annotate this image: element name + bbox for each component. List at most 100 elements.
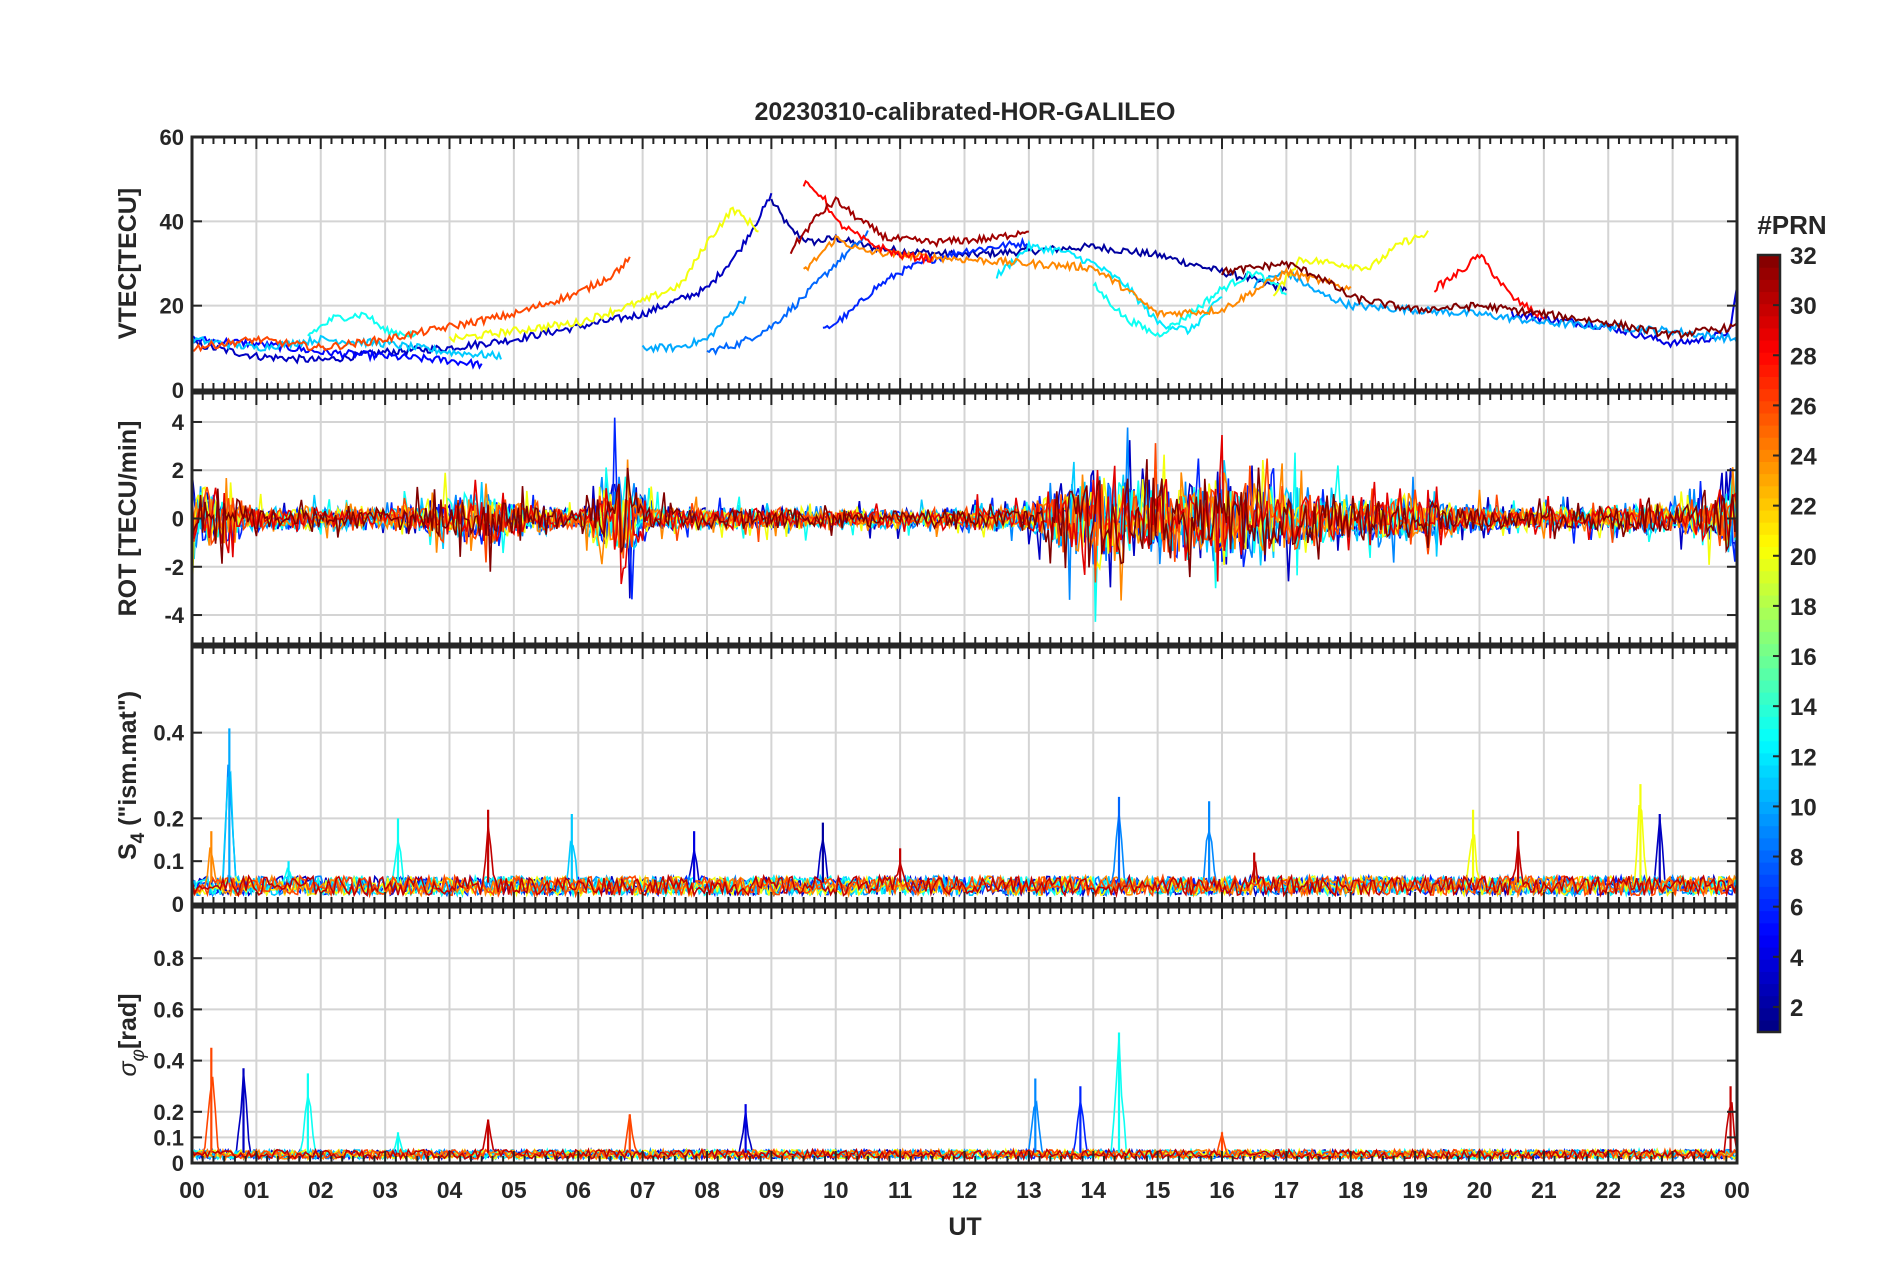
colorbar-tick-label: 8: [1790, 845, 1803, 872]
colorbar-step: [1758, 704, 1780, 717]
colorbar-step: [1758, 825, 1780, 839]
x-tick-label: 01: [244, 1177, 270, 1203]
x-tick-label: 22: [1595, 1177, 1621, 1203]
colorbar-tick-label: 18: [1790, 594, 1817, 621]
x-tick-label: 19: [1402, 1177, 1428, 1203]
ylabel-sub: 4: [128, 832, 149, 843]
colorbar-step: [1758, 971, 1780, 985]
colorbar-step: [1758, 437, 1780, 450]
colorbar-step: [1758, 267, 1780, 280]
chart-title: 20230310-calibrated-HOR-GALILEO: [755, 98, 1176, 126]
colorbar-step: [1758, 449, 1780, 462]
ylabel-main: S: [114, 843, 142, 860]
colorbar-step: [1758, 570, 1780, 584]
colorbar-tick-label: 12: [1790, 744, 1817, 771]
x-ticks-sigma: [201, 907, 1728, 1163]
y-tick-label: 0: [172, 507, 184, 532]
colorbar-step: [1758, 461, 1780, 475]
colorbar-step: [1758, 983, 1780, 997]
vtec-series-prn-28: [1433, 253, 1545, 320]
colorbar-step: [1758, 1007, 1780, 1021]
y-tick-label: -4: [164, 603, 184, 628]
colorbar-step: [1758, 255, 1780, 268]
y-tick-label: 0: [172, 378, 184, 403]
colorbar-step: [1758, 485, 1780, 499]
colorbar-step: [1758, 607, 1780, 620]
vtec-series-prn-20: [448, 206, 759, 344]
x-tick-label: 06: [565, 1177, 591, 1203]
x-tick-label: 16: [1209, 1177, 1235, 1203]
colorbar-step: [1758, 995, 1780, 1009]
y-tick-label: 0: [172, 892, 184, 917]
colorbar-step: [1758, 679, 1780, 693]
x-ticks-vtec: [201, 137, 1728, 390]
x-ticks-rot: [201, 393, 1728, 644]
vtec-series-prn-4: [1510, 286, 1737, 349]
colorbar-step: [1758, 473, 1780, 487]
x-tick-label: 18: [1338, 1177, 1364, 1203]
colorbar-step: [1758, 582, 1780, 596]
x-tick-label: 04: [437, 1177, 463, 1203]
colorbar-step: [1758, 522, 1780, 535]
data-vtec: [192, 179, 1737, 370]
colorbar-step: [1758, 813, 1780, 827]
rot-series-prn-11: [192, 428, 1737, 566]
grid-sigma: [192, 907, 1737, 1163]
vtec-series-prn-13: [307, 311, 419, 339]
colorbar-step: [1758, 364, 1780, 378]
colorbar-step: [1758, 424, 1780, 438]
colorbar-step: [1758, 740, 1780, 754]
vtec-series-prn-6: [822, 236, 1030, 330]
x-tick-labels: 00 01 02 03 04 05 06 07 08 09 10 11 12 13 14 15 16 17 18 19…: [179, 1177, 1750, 1203]
vtec-series-prn-3: [192, 192, 773, 365]
x-tick-label: 15: [1145, 1177, 1171, 1203]
vtec-series-prn-8: [706, 230, 869, 356]
y-tick-label: 0.1: [153, 849, 184, 874]
vtec-series-prn-20: [1272, 230, 1429, 297]
x-tick-label: 21: [1531, 1177, 1557, 1203]
rot-series-prn-32: [192, 459, 1737, 578]
y-tick-label: 0.1: [153, 1125, 184, 1150]
y-tick-label: 2: [172, 458, 184, 483]
colorbar-step: [1758, 631, 1780, 645]
y-tick-label: 20: [160, 294, 184, 319]
colorbar-step: [1758, 279, 1780, 293]
y-tick-label: 0.4: [153, 721, 184, 746]
colorbar-tick-label: 32: [1790, 243, 1817, 270]
y-axis-label-vtec: VTEC[TECU]: [114, 188, 142, 339]
colorbar-step: [1758, 327, 1780, 341]
colorbar-step: [1758, 716, 1780, 730]
colorbar-step: [1758, 546, 1780, 560]
colorbar-step: [1758, 801, 1780, 815]
x-tick-label: 03: [372, 1177, 398, 1203]
colorbar-step: [1758, 837, 1780, 851]
panel-sigma: 00.10.20.40.60.8σφ[rad]: [114, 905, 1739, 1176]
ylabel-main: σ: [114, 1061, 142, 1077]
colorbar-step: [1758, 667, 1780, 681]
colorbar-step: [1758, 376, 1780, 390]
x-tick-label: 14: [1080, 1177, 1106, 1203]
x-ticks-s4: [201, 647, 1728, 904]
x-tick-label: 20: [1467, 1177, 1493, 1203]
y-tick-label: 0: [172, 1151, 184, 1176]
colorbar-tick-label: 6: [1790, 895, 1803, 922]
colorbar-step: [1758, 934, 1780, 948]
colorbar-tick-label: 28: [1790, 343, 1817, 370]
colorbar-tick-label: 4: [1790, 945, 1804, 972]
colorbar-tick-label: 16: [1790, 644, 1817, 671]
ylabel-rest: ("ism.mat"): [114, 691, 142, 833]
ylabel-rest: [rad]: [114, 993, 142, 1049]
y-tick-label: 0.6: [153, 997, 184, 1022]
colorbar-step: [1758, 862, 1780, 875]
colorbar-step: [1758, 594, 1780, 608]
y-tick-label: 40: [160, 209, 184, 234]
panel-vtec: 0 20 40 60 VTEC[TECU]: [114, 125, 1739, 403]
colorbar-step: [1758, 509, 1780, 523]
x-tick-label: 00: [179, 1177, 205, 1203]
x-tick-label: 12: [952, 1177, 978, 1203]
colorbar-step: [1758, 692, 1780, 705]
y-tick-label: -2: [164, 555, 184, 580]
colorbar-step: [1758, 655, 1780, 669]
data-rot: [192, 417, 1737, 622]
